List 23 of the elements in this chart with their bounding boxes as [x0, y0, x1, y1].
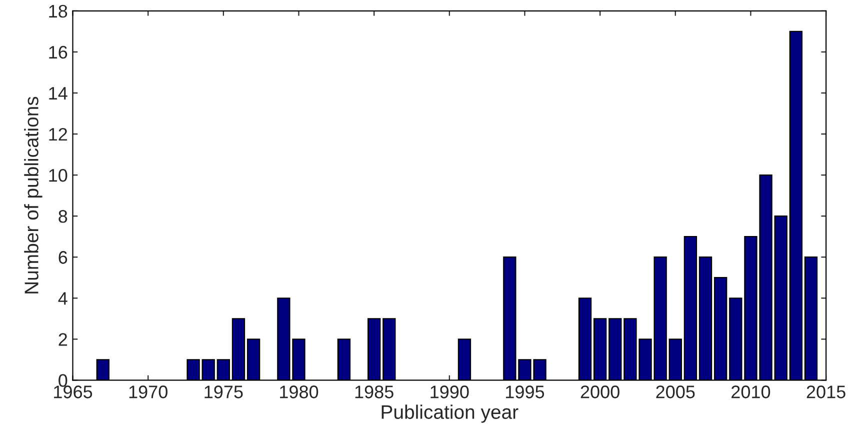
y-tick-label: 4 [58, 292, 68, 305]
x-tick-label: 1975 [204, 386, 243, 398]
x-tick-label: 1985 [355, 386, 394, 398]
y-tick-label: 12 [49, 128, 67, 141]
x-tick-label: 1995 [506, 386, 544, 398]
y-tick-label: 16 [49, 46, 68, 59]
x-tick-label: 1970 [129, 386, 168, 398]
y-tick-label: 8 [58, 210, 68, 223]
y-tick-label: 0 [58, 374, 68, 387]
x-tick-label: 2015 [806, 386, 846, 398]
y-tick-label: 2 [58, 333, 67, 346]
x-axis-title: Publication year [382, 404, 518, 423]
x-tick-label: 2010 [732, 386, 770, 398]
x-tick-label: 2000 [580, 386, 620, 398]
x-tick-label: 1990 [430, 386, 469, 398]
y-axis-title: Number of publications [24, 96, 42, 294]
y-tick-label: 10 [49, 168, 68, 182]
y-tick-label: 6 [58, 251, 68, 264]
x-tick-label: 1965 [54, 386, 92, 398]
y-tick-label: 14 [49, 87, 68, 100]
x-tick-label: 2005 [656, 386, 695, 398]
y-tick-label: 18 [49, 4, 68, 18]
x-tick-label: 1980 [280, 386, 318, 398]
